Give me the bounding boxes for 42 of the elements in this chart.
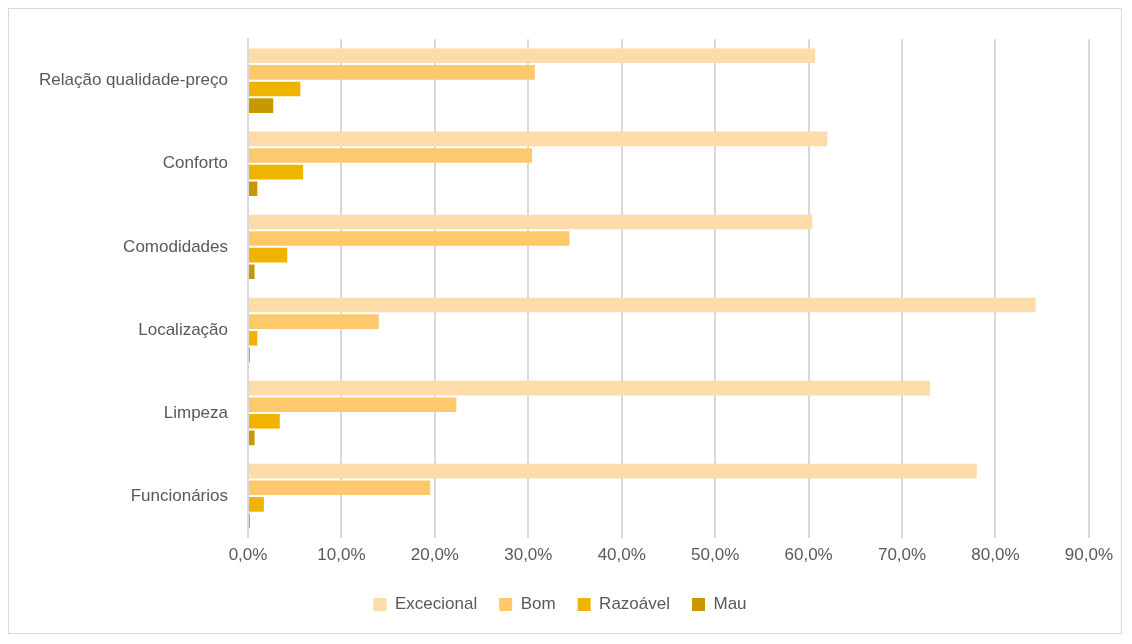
- y-tick-label: Localização: [138, 319, 229, 339]
- bar: [249, 430, 255, 446]
- bar: [249, 380, 931, 396]
- legend-label: Excecional: [394, 594, 478, 614]
- bar: [249, 81, 301, 97]
- y-tick-label: Limpeza: [163, 402, 229, 422]
- y-tick-label: Comodidades: [123, 236, 229, 256]
- bar: [249, 164, 304, 180]
- x-tick-label: 0,0%: [228, 545, 268, 565]
- legend-label: Bom: [520, 594, 556, 614]
- legend-label: Mau: [713, 594, 747, 614]
- bar: [249, 497, 264, 512]
- bar: [249, 131, 828, 147]
- bar: [249, 480, 431, 496]
- bar: [249, 463, 977, 479]
- x-tick-label: 40,0%: [597, 545, 646, 565]
- y-tick-label: Relação qualidade-preço: [38, 70, 229, 90]
- y-tick-label: Funcionários: [130, 485, 229, 505]
- bar: [249, 48, 816, 64]
- bar: [249, 214, 813, 230]
- x-tick-label: 70,0%: [877, 545, 927, 565]
- x-tick-label: 50,0%: [691, 545, 740, 565]
- bar: [249, 181, 258, 197]
- bar: [249, 231, 570, 246]
- bar: [249, 314, 379, 329]
- x-tick-label: 80,0%: [971, 545, 1020, 565]
- x-tick-label: 90,0%: [1064, 545, 1113, 565]
- bar: [249, 98, 274, 113]
- bar: [249, 65, 535, 80]
- bar: [249, 330, 258, 346]
- bar: [249, 264, 255, 280]
- x-tick-label: 20,0%: [410, 545, 459, 565]
- bar: [249, 247, 288, 263]
- legend-label: Razoável: [599, 594, 670, 614]
- bar: [249, 397, 457, 412]
- y-tick-label: Conforto: [162, 153, 229, 173]
- x-tick-label: 10,0%: [317, 545, 366, 565]
- bar: [249, 148, 533, 163]
- bar: [249, 297, 1036, 313]
- bar: [249, 414, 280, 429]
- x-tick-label: 60,0%: [784, 545, 833, 565]
- x-tick-label: 30,0%: [504, 545, 553, 565]
